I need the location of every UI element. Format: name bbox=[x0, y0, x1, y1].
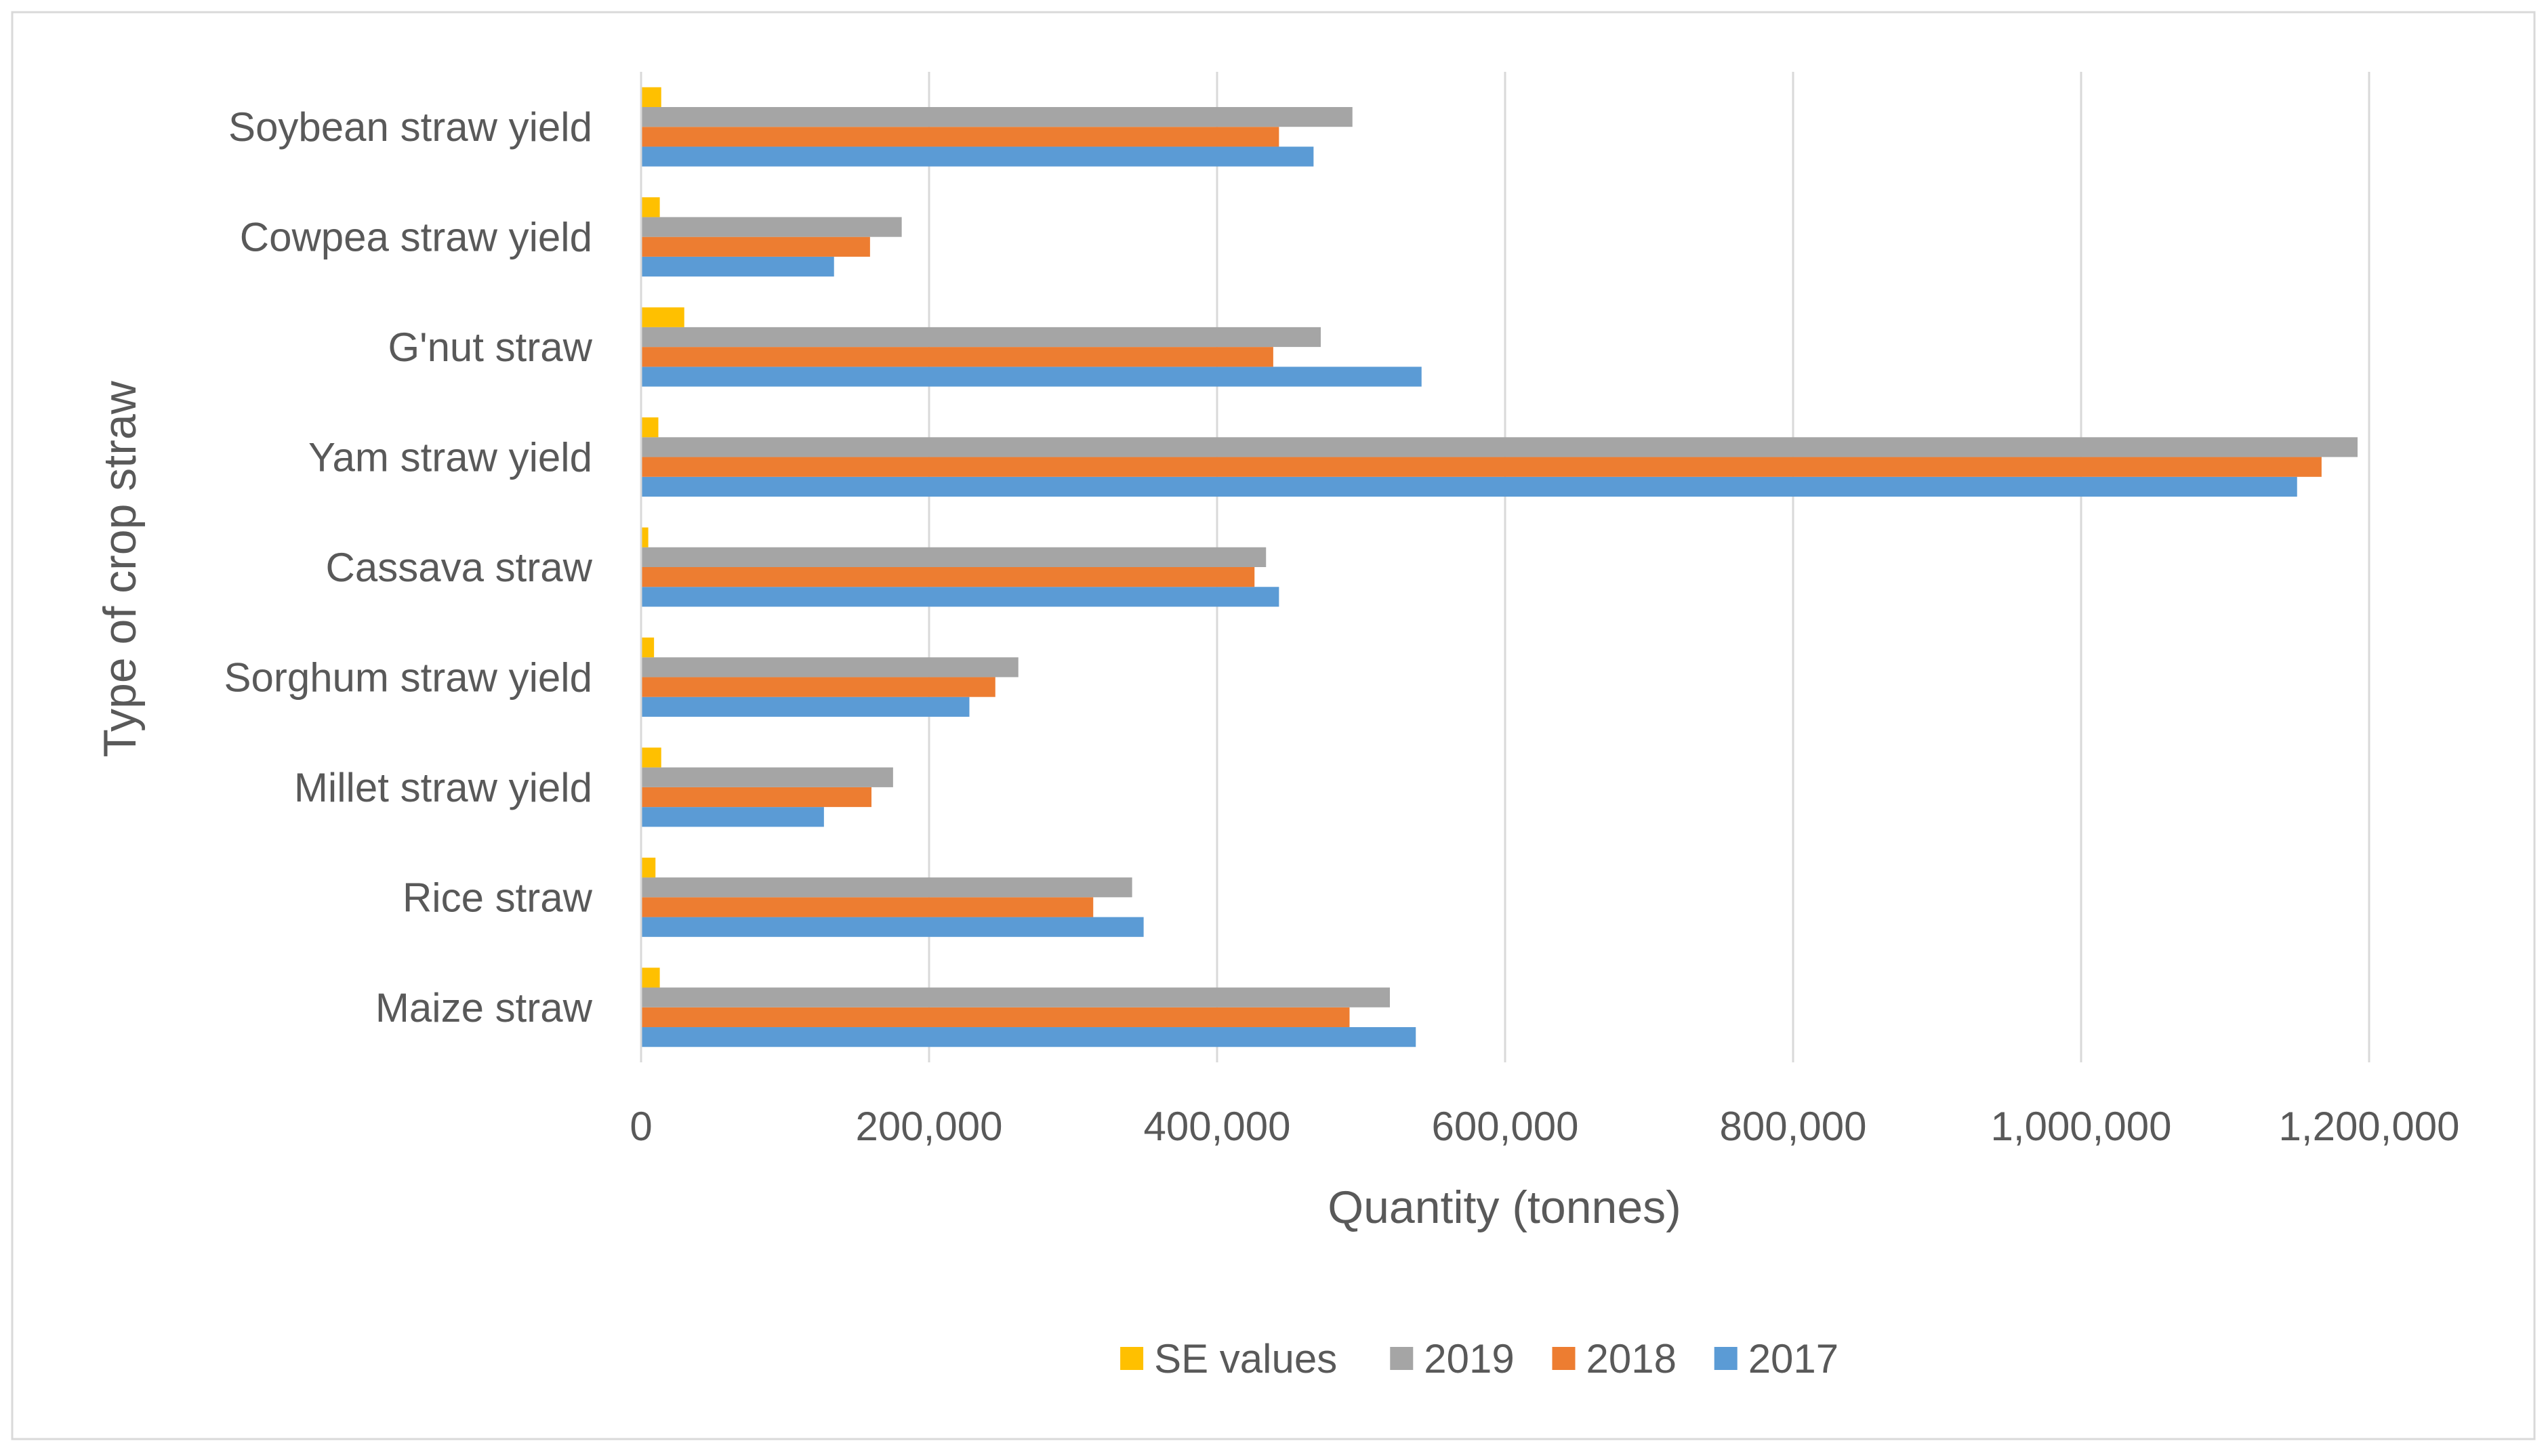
legend: SE values 2019 2018 2017 bbox=[1120, 1336, 1838, 1381]
chart-border bbox=[11, 11, 2536, 1440]
bar-millet-straw-yield-2017 bbox=[641, 807, 824, 827]
bar-yam-straw-yield-2019 bbox=[641, 437, 2358, 457]
bars bbox=[641, 87, 2358, 1047]
bar-cassava-straw-se-values bbox=[641, 527, 649, 547]
y-tick-label-cassava-straw: Cassava straw bbox=[326, 545, 593, 590]
y-tick-label-soybean-straw-yield: Soybean straw yield bbox=[228, 104, 592, 150]
bar-cassava-straw-2019 bbox=[641, 547, 1267, 567]
bar-soybean-straw-yield-2017 bbox=[641, 146, 1314, 167]
bar-g-nut-straw-se-values bbox=[641, 307, 684, 327]
legend-label-se-values: SE values bbox=[1154, 1336, 1337, 1381]
bar-sorghum-straw-yield-2019 bbox=[641, 657, 1019, 678]
bar-cassava-straw-2018 bbox=[641, 567, 1255, 587]
x-tick-label: 400,000 bbox=[1144, 1104, 1291, 1149]
bar-millet-straw-yield-se-values bbox=[641, 747, 661, 768]
legend-swatch-2017 bbox=[1714, 1347, 1738, 1370]
y-tick-label-cowpea-straw-yield: Cowpea straw yield bbox=[240, 215, 592, 260]
bar-maize-straw-2019 bbox=[641, 987, 1390, 1007]
x-axis-title: Quantity (tonnes) bbox=[1328, 1182, 1681, 1233]
bar-rice-straw-2017 bbox=[641, 917, 1144, 937]
bar-cowpea-straw-yield-2019 bbox=[641, 217, 902, 237]
y-tick-label-rice-straw: Rice straw bbox=[403, 875, 593, 920]
bar-soybean-straw-yield-2019 bbox=[641, 106, 1353, 127]
bar-cowpea-straw-yield-se-values bbox=[641, 197, 660, 217]
x-tick-label: 1,000,000 bbox=[1991, 1104, 2172, 1149]
bar-sorghum-straw-yield-2017 bbox=[641, 696, 970, 717]
bar-g-nut-straw-2018 bbox=[641, 347, 1273, 367]
bar-rice-straw-se-values bbox=[641, 857, 656, 878]
y-tick-label-millet-straw-yield: Millet straw yield bbox=[294, 765, 592, 810]
bar-cassava-straw-2017 bbox=[641, 587, 1279, 607]
y-tick-label-g-nut-straw: G'nut straw bbox=[388, 325, 592, 370]
legend-label-2019: 2019 bbox=[1424, 1336, 1514, 1381]
bar-yam-straw-yield-2017 bbox=[641, 476, 2297, 497]
legend-label-2017: 2017 bbox=[1748, 1336, 1838, 1381]
labels: Quantity (tonnes) Type of crop straw 0 20… bbox=[94, 104, 2459, 1233]
bar-yam-straw-yield-2018 bbox=[641, 457, 2322, 477]
legend-item-2019: 2019 bbox=[1390, 1336, 1515, 1381]
bar-millet-straw-yield-2018 bbox=[641, 787, 871, 808]
y-tick-label-yam-straw-yield: Yam straw yield bbox=[308, 435, 592, 480]
y-tick-label-maize-straw: Maize straw bbox=[375, 985, 593, 1031]
bar-g-nut-straw-2019 bbox=[641, 327, 1321, 348]
legend-swatch-2018 bbox=[1552, 1347, 1576, 1370]
legend-item-2017: 2017 bbox=[1714, 1336, 1838, 1381]
bar-maize-straw-se-values bbox=[641, 968, 660, 988]
bar-soybean-straw-yield-2018 bbox=[641, 127, 1279, 147]
x-tick-label: 800,000 bbox=[1720, 1104, 1867, 1149]
bar-cowpea-straw-yield-2018 bbox=[641, 236, 870, 257]
bar-rice-straw-2019 bbox=[641, 877, 1132, 898]
legend-item-2018: 2018 bbox=[1552, 1336, 1677, 1381]
bar-yam-straw-yield-se-values bbox=[641, 417, 659, 438]
bar-maize-straw-2018 bbox=[641, 1007, 1350, 1028]
y-tick-label-sorghum-straw-yield: Sorghum straw yield bbox=[224, 654, 592, 700]
bar-sorghum-straw-yield-2018 bbox=[641, 677, 995, 697]
bar-rice-straw-2018 bbox=[641, 897, 1094, 917]
legend-label-2018: 2018 bbox=[1586, 1336, 1677, 1381]
bar-cowpea-straw-yield-2017 bbox=[641, 256, 834, 277]
legend-swatch-se-values bbox=[1120, 1347, 1144, 1370]
bar-soybean-straw-yield-se-values bbox=[641, 87, 661, 107]
x-tick-label: 200,000 bbox=[856, 1104, 1003, 1149]
bar-millet-straw-yield-2019 bbox=[641, 767, 893, 787]
y-axis-title: Type of crop straw bbox=[94, 380, 146, 757]
x-tick-label: 600,000 bbox=[1432, 1104, 1579, 1149]
bar-sorghum-straw-yield-se-values bbox=[641, 637, 655, 658]
x-tick-label: 0 bbox=[630, 1104, 652, 1149]
bar-g-nut-straw-2017 bbox=[641, 367, 1422, 387]
x-tick-label: 1,200,000 bbox=[2279, 1104, 2460, 1149]
bar-maize-straw-2017 bbox=[641, 1027, 1416, 1047]
legend-swatch-2019 bbox=[1390, 1347, 1414, 1370]
legend-item-se-values: SE values bbox=[1120, 1336, 1337, 1381]
